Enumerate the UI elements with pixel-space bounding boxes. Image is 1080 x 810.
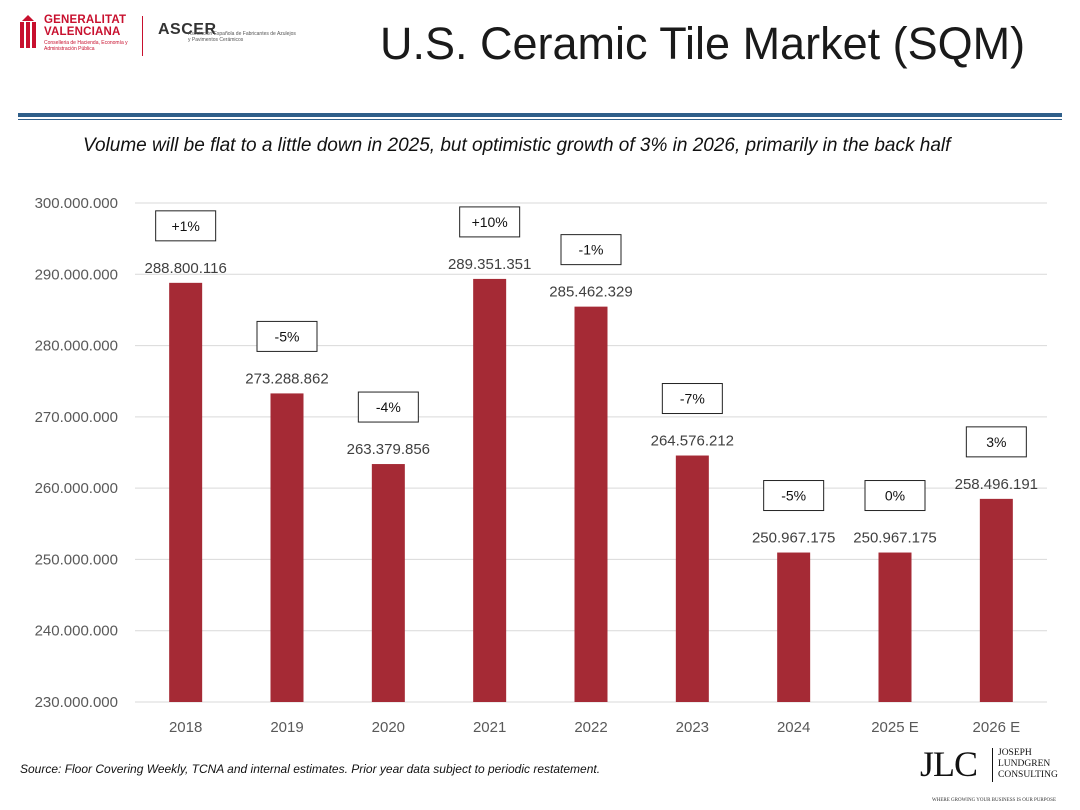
generalitat-subtitle: Conselleria de Hacienda, Economía y Admi… (44, 40, 128, 52)
growth-label: -4% (376, 399, 401, 415)
value-label: 250.967.175 (853, 530, 936, 547)
growth-box-frame (965, 426, 1027, 458)
x-tick-label: 2021 (473, 719, 506, 736)
ascer-subtitle: Asociación Española de Fabricantes de Az… (188, 31, 296, 43)
bar (675, 455, 709, 702)
value-label: 289.351.351 (448, 256, 531, 273)
growth-label: -7% (680, 391, 705, 407)
jlc-name-line1: JOSEPH (998, 748, 1032, 758)
growth-box-frame (256, 320, 318, 352)
ascer-logo: ASCER Asociación Española de Fabricantes… (158, 22, 298, 43)
x-tick-label: 2023 (676, 719, 709, 736)
bar-chart: 230.000.000 240.000.000 250.000.000 260.000… (35, 195, 1047, 736)
bars (169, 278, 1013, 702)
y-tick-label: 290.000.000 (35, 266, 118, 283)
growth-box-frame (864, 480, 926, 512)
generalitat-title-line2: VALENCIANA (44, 26, 121, 38)
bar (169, 282, 203, 702)
value-label: 264.576.212 (651, 433, 734, 450)
title-rule-thick (18, 113, 1062, 117)
bar (878, 552, 912, 702)
x-tick-label: 2022 (574, 719, 607, 736)
growth-box: -5% (256, 320, 318, 352)
x-tick-label: 2020 (372, 719, 405, 736)
x-tick-label: 2018 (169, 719, 202, 736)
x-tick-label: 2026 E (973, 719, 1021, 736)
value-label: 263.379.856 (347, 441, 430, 458)
page-title: U.S. Ceramic Tile Market (SQM) (380, 18, 1026, 69)
growth-box: -7% (661, 383, 723, 415)
bar (979, 498, 1013, 702)
y-tick-label: 300.000.000 (35, 195, 118, 212)
source-note: Source: Floor Covering Weekly, TCNA and … (20, 762, 601, 776)
bar (270, 393, 304, 702)
jlc-name-line3: CONSULTING (998, 770, 1058, 780)
growth-box: 0% (864, 480, 926, 512)
growth-box: 3% (965, 426, 1027, 458)
bar (777, 552, 811, 702)
jlc-divider (992, 748, 993, 782)
bar (574, 306, 608, 702)
generalitat-valenciana-logo: GENERALITAT VALENCIANA Conselleria de Ha… (20, 14, 135, 60)
value-label: 258.496.191 (955, 476, 1038, 493)
x-tick-label: 2025 E (871, 719, 919, 736)
chart-subtitle: Volume will be flat to a little down in … (83, 135, 951, 156)
jlc-name-line2: LUNDGREN (998, 759, 1051, 769)
growth-label: 3% (986, 434, 1006, 450)
jlc-tagline: WHERE GROWING YOUR BUSINESS IS OUR PURPO… (932, 798, 1056, 803)
ascer-wordmark: ASCER (158, 21, 217, 38)
title-rule-thin (18, 119, 1062, 120)
growth-label: +10% (472, 214, 508, 230)
generalitat-title-line1: GENERALITAT (44, 14, 127, 26)
value-labels: 288.800.116 273.288.862 263.379.856 289.351… (145, 256, 1039, 547)
growth-box: -1% (560, 234, 622, 266)
logo-divider (142, 16, 143, 56)
growth-label: -5% (275, 328, 300, 344)
jlc-logo: JLC JOSEPH LUNDGREN CONSULTING WHERE GRO… (918, 740, 1074, 806)
y-tick-label: 270.000.000 (35, 409, 118, 426)
y-axis-ticks: 230.000.000 240.000.000 250.000.000 260.000… (35, 195, 118, 711)
x-tick-label: 2019 (270, 719, 303, 736)
bar (473, 278, 507, 702)
growth-label: -1% (579, 242, 604, 258)
y-tick-label: 280.000.000 (35, 338, 118, 355)
growth-box-frame (357, 391, 419, 423)
growth-box-frame (459, 206, 521, 238)
value-label: 288.800.116 (145, 260, 227, 277)
growth-box-frame (155, 210, 217, 242)
y-tick-label: 250.000.000 (35, 551, 118, 568)
growth-box-frame (763, 480, 825, 512)
growth-label: 0% (885, 488, 905, 504)
x-axis-ticks: 2018 2019 2020 2021 2022 2023 2024 2025 E 2026 E (169, 719, 1020, 736)
growth-box-frame (560, 234, 622, 266)
growth-box-frame (661, 383, 723, 415)
value-label: 273.288.862 (245, 370, 328, 387)
growth-box: -5% (763, 480, 825, 512)
growth-box: -4% (357, 391, 419, 423)
y-tick-label: 260.000.000 (35, 480, 118, 497)
growth-label: +1% (171, 218, 199, 234)
y-tick-label: 240.000.000 (35, 623, 118, 640)
y-tick-label: 230.000.000 (35, 694, 118, 711)
generalitat-shield-icon (20, 15, 36, 48)
growth-box: +10% (459, 206, 521, 238)
jlc-letters: JLC (920, 744, 978, 784)
generalitat-title: GENERALITAT VALENCIANA (44, 14, 126, 38)
growth-labels: +1% -5% -4% +10% -1% -7% -5% 0% 3% (155, 206, 1027, 512)
value-label: 250.967.175 (752, 530, 835, 547)
x-tick-label: 2024 (777, 719, 810, 736)
growth-label: -5% (781, 488, 806, 504)
jlc-name: JOSEPH LUNDGREN CONSULTING (998, 748, 1058, 781)
value-label: 285.462.329 (549, 284, 632, 301)
growth-box: +1% (155, 210, 217, 242)
bar (371, 464, 405, 702)
